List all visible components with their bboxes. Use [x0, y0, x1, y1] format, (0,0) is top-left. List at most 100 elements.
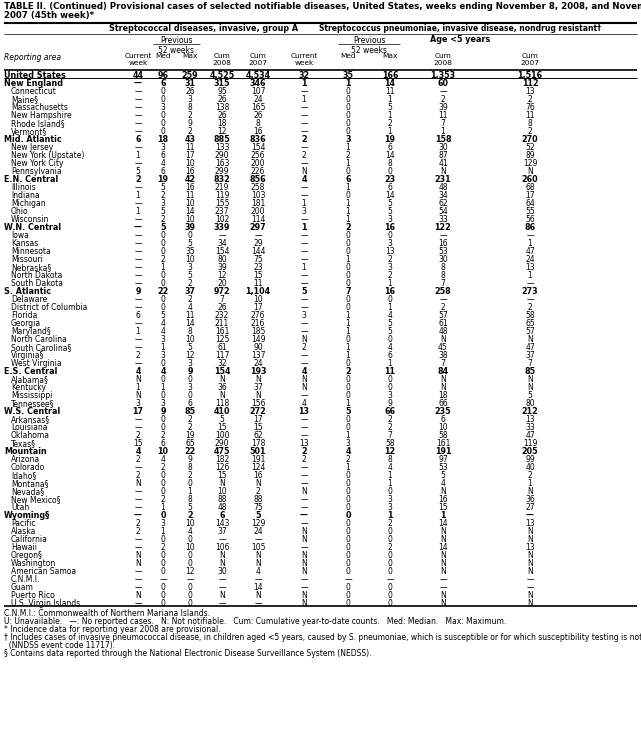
Text: N: N: [440, 383, 446, 392]
Text: N: N: [301, 599, 307, 608]
Text: 0: 0: [160, 599, 165, 608]
Text: 33: 33: [525, 423, 535, 432]
Text: 6: 6: [388, 143, 392, 152]
Text: 7: 7: [440, 119, 445, 128]
Text: N: N: [219, 551, 225, 560]
Text: 103: 103: [251, 191, 265, 200]
Text: Iowa: Iowa: [11, 231, 29, 240]
Text: 193: 193: [250, 367, 266, 376]
Text: 200: 200: [251, 159, 265, 168]
Text: 1: 1: [136, 327, 140, 336]
Text: 4: 4: [440, 479, 445, 488]
Text: Reporting area: Reporting area: [4, 53, 61, 62]
Text: 32: 32: [299, 71, 310, 80]
Text: New Mexico§: New Mexico§: [11, 495, 60, 504]
Text: 1: 1: [345, 199, 351, 208]
Text: —: —: [134, 183, 142, 192]
Text: 182: 182: [215, 455, 229, 464]
Text: 0: 0: [188, 375, 192, 384]
Text: 13: 13: [525, 415, 535, 424]
Text: 84: 84: [437, 367, 449, 376]
Text: 5: 5: [188, 343, 192, 352]
Text: 2: 2: [136, 519, 140, 528]
Text: 8: 8: [188, 495, 192, 504]
Text: 2: 2: [161, 463, 165, 472]
Text: 0: 0: [345, 591, 351, 600]
Text: 12: 12: [385, 447, 395, 456]
Text: N: N: [527, 487, 533, 496]
Text: 2: 2: [188, 471, 192, 480]
Text: —: —: [134, 511, 142, 520]
Text: Pennsylvania: Pennsylvania: [11, 167, 62, 176]
Text: 1: 1: [528, 479, 533, 488]
Text: N: N: [135, 551, 141, 560]
Text: —: —: [254, 575, 262, 584]
Text: 16: 16: [385, 223, 395, 232]
Text: N: N: [527, 551, 533, 560]
Text: 3: 3: [188, 383, 192, 392]
Text: 260: 260: [522, 175, 538, 184]
Text: 2: 2: [301, 135, 307, 144]
Text: 339: 339: [213, 223, 230, 232]
Text: 211: 211: [215, 319, 229, 328]
Text: N: N: [301, 167, 307, 176]
Text: Tennessee§: Tennessee§: [11, 399, 54, 408]
Text: —: —: [300, 111, 308, 120]
Text: 1: 1: [345, 207, 351, 216]
Text: N: N: [301, 591, 307, 600]
Text: 0: 0: [388, 335, 392, 344]
Text: 10: 10: [185, 215, 195, 224]
Text: 89: 89: [525, 151, 535, 160]
Text: 3: 3: [160, 335, 165, 344]
Text: 0: 0: [160, 231, 165, 240]
Text: 0: 0: [345, 487, 351, 496]
Text: —: —: [300, 319, 308, 328]
Text: 0: 0: [160, 271, 165, 280]
Text: —: —: [218, 231, 226, 240]
Text: 37: 37: [217, 527, 227, 536]
Text: —: —: [134, 583, 142, 592]
Text: 30: 30: [438, 255, 448, 264]
Text: —: —: [134, 463, 142, 472]
Text: 0: 0: [345, 279, 351, 288]
Text: 0: 0: [345, 103, 351, 112]
Text: 58: 58: [385, 439, 395, 448]
Text: 6: 6: [388, 351, 392, 360]
Text: 2: 2: [161, 255, 165, 264]
Text: Previous
52 weeks: Previous 52 weeks: [351, 36, 387, 56]
Text: —: —: [300, 583, 308, 592]
Text: 9: 9: [187, 367, 193, 376]
Text: 0: 0: [160, 391, 165, 400]
Text: 9: 9: [388, 399, 392, 408]
Text: 107: 107: [251, 87, 265, 96]
Text: 0: 0: [160, 111, 165, 120]
Text: 0: 0: [188, 535, 192, 544]
Text: 47: 47: [525, 247, 535, 256]
Text: Michigan: Michigan: [11, 199, 46, 208]
Text: 8: 8: [388, 455, 392, 464]
Text: 0: 0: [160, 471, 165, 480]
Text: 161: 161: [215, 327, 229, 336]
Text: 0: 0: [160, 583, 165, 592]
Text: N: N: [255, 375, 261, 384]
Text: N: N: [527, 567, 533, 576]
Text: N: N: [527, 591, 533, 600]
Text: 118: 118: [215, 399, 229, 408]
Text: 0: 0: [160, 535, 165, 544]
Text: 0: 0: [188, 551, 192, 560]
Text: 17: 17: [133, 407, 144, 416]
Text: 5: 5: [528, 391, 533, 400]
Text: 205: 205: [522, 447, 538, 456]
Text: Oklahoma: Oklahoma: [11, 431, 50, 440]
Text: 475: 475: [213, 447, 230, 456]
Text: 7: 7: [440, 279, 445, 288]
Text: 8: 8: [256, 119, 260, 128]
Text: 16: 16: [253, 127, 263, 136]
Text: —: —: [300, 495, 308, 504]
Text: 346: 346: [250, 79, 266, 88]
Text: South Dakota: South Dakota: [11, 279, 63, 288]
Text: —: —: [134, 343, 142, 352]
Text: 16: 16: [438, 495, 448, 504]
Text: 237: 237: [215, 207, 229, 216]
Text: 232: 232: [215, 311, 229, 320]
